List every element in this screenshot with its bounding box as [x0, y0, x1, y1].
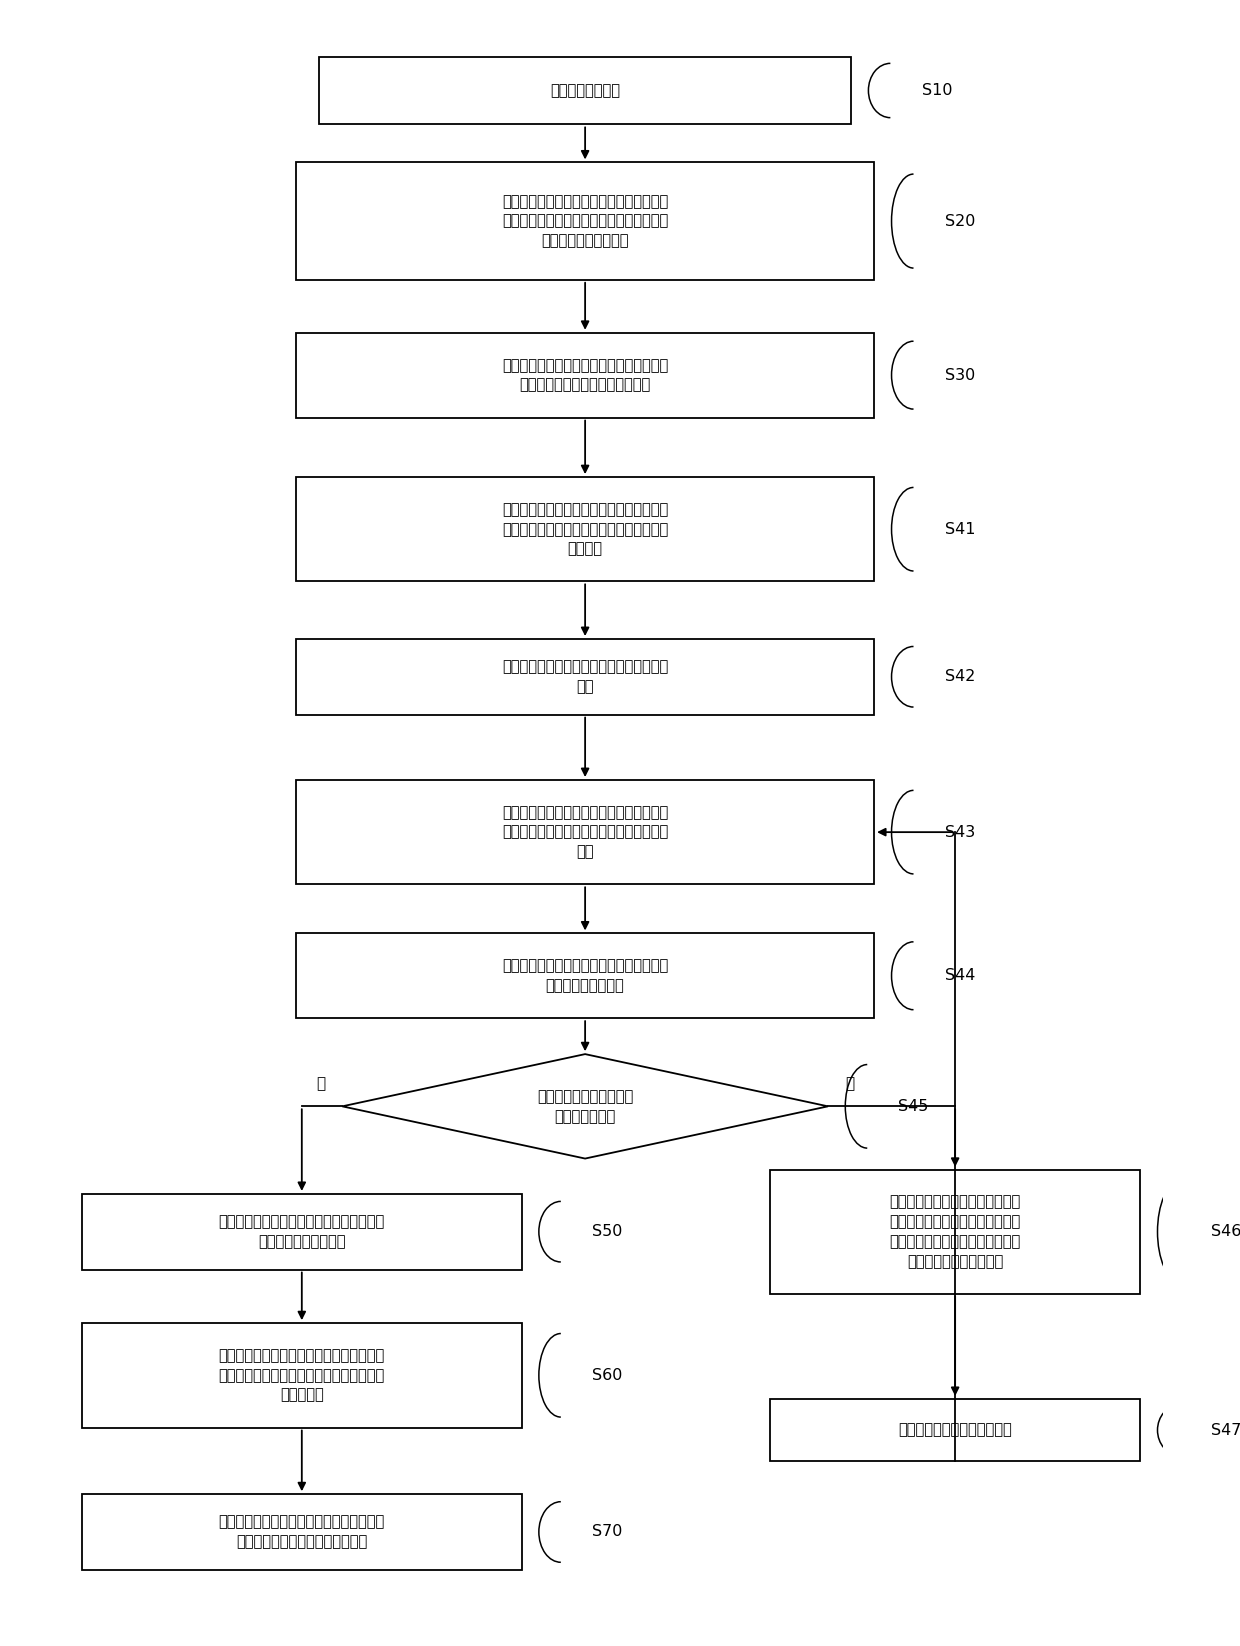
Text: 是: 是: [316, 1076, 325, 1091]
Bar: [319, 56, 851, 125]
Bar: [296, 163, 874, 280]
Bar: [770, 1399, 1140, 1462]
Bar: [82, 1495, 522, 1570]
Text: S44: S44: [945, 968, 975, 983]
Text: S10: S10: [921, 82, 952, 99]
Text: 根据预设方案评价标准，在已确定的各心柱
叠层方案中确定最优心柱叠层方案: 根据预设方案评价标准，在已确定的各心柱 叠层方案中确定最优心柱叠层方案: [218, 1514, 384, 1549]
Text: S70: S70: [591, 1524, 622, 1539]
Text: 确定心柱目标直径: 确定心柱目标直径: [551, 82, 620, 99]
Text: 在第二预设宽度组中确定第二级叠层的宽度
，所述第二级叠层是距离所述第一级叠层最
近的叠层: 在第二预设宽度组中确定第二级叠层的宽度 ，所述第二级叠层是距离所述第一级叠层最 …: [502, 502, 668, 556]
Text: 返回执行所述从第一预设宽度组中确定第一
级叠层的宽度的步骤，以确定并保存多个心
柱叠层方案: 返回执行所述从第一预设宽度组中确定第一 级叠层的宽度的步骤，以确定并保存多个心 …: [218, 1348, 384, 1402]
Text: S50: S50: [591, 1225, 622, 1239]
Text: S47: S47: [1210, 1422, 1240, 1437]
Text: S42: S42: [945, 670, 975, 685]
Text: 在所述第二预设宽度组中确定第一
叠层的宽度，所述第一叠层为当前
叠层在距离所述第一级叠层由近至
远的次序上的下一级叠层: 在所述第二预设宽度组中确定第一 叠层的宽度，所述第一叠层为当前 叠层在距离所述第…: [889, 1195, 1021, 1269]
Text: 将所述第二级叠层确定为待确定厚度的当前
叠层: 将所述第二级叠层确定为待确定厚度的当前 叠层: [502, 660, 668, 695]
Text: 将所述第一叠层作为当前叠层: 将所述第一叠层作为当前叠层: [898, 1422, 1012, 1437]
Text: 否: 否: [846, 1076, 854, 1091]
Text: S20: S20: [945, 214, 975, 229]
Bar: [296, 332, 874, 418]
Bar: [770, 1170, 1140, 1294]
Text: 从第一预设宽度组中确定第一级叠层的宽度
，所述第一预设宽度组包括至少一个小于所
述心柱目标直径的宽度: 从第一预设宽度组中确定第一级叠层的宽度 ，所述第一预设宽度组包括至少一个小于所 …: [502, 194, 668, 249]
Text: S46: S46: [1210, 1225, 1240, 1239]
Bar: [296, 933, 874, 1019]
Text: 将当前叠层的叠层参数进行保存，所述叠层
参数包括宽度和厚度: 将当前叠层的叠层参数进行保存，所述叠层 参数包括宽度和厚度: [502, 958, 668, 993]
Text: S60: S60: [591, 1368, 622, 1383]
Bar: [82, 1323, 522, 1427]
Polygon shape: [342, 1053, 828, 1159]
Text: 判断当前叠层的级数序号
是否为预设阈值: 判断当前叠层的级数序号 是否为预设阈值: [537, 1090, 634, 1124]
Text: S30: S30: [945, 367, 975, 382]
Bar: [296, 477, 874, 581]
Bar: [82, 1193, 522, 1269]
Bar: [296, 639, 874, 714]
Text: S41: S41: [945, 522, 975, 537]
Text: S43: S43: [945, 825, 975, 839]
Text: 根据所述心柱目标直径和所述第一级叠层的
宽度，确定所述第一级叠层的厚度: 根据所述心柱目标直径和所述第一级叠层的 宽度，确定所述第一级叠层的厚度: [502, 357, 668, 392]
Text: 根据所述心柱目标直径、当前叠层的宽度和
已确定的各级叠层的厚度，确定当前叠层的
厚度: 根据所述心柱目标直径、当前叠层的宽度和 已确定的各级叠层的厚度，确定当前叠层的 …: [502, 805, 668, 859]
Text: 将各级叠层的叠层参数的组合确定为一个心
柱叠层方案并进行保存: 将各级叠层的叠层参数的组合确定为一个心 柱叠层方案并进行保存: [218, 1215, 384, 1249]
Text: S45: S45: [899, 1100, 929, 1114]
Bar: [296, 780, 874, 884]
